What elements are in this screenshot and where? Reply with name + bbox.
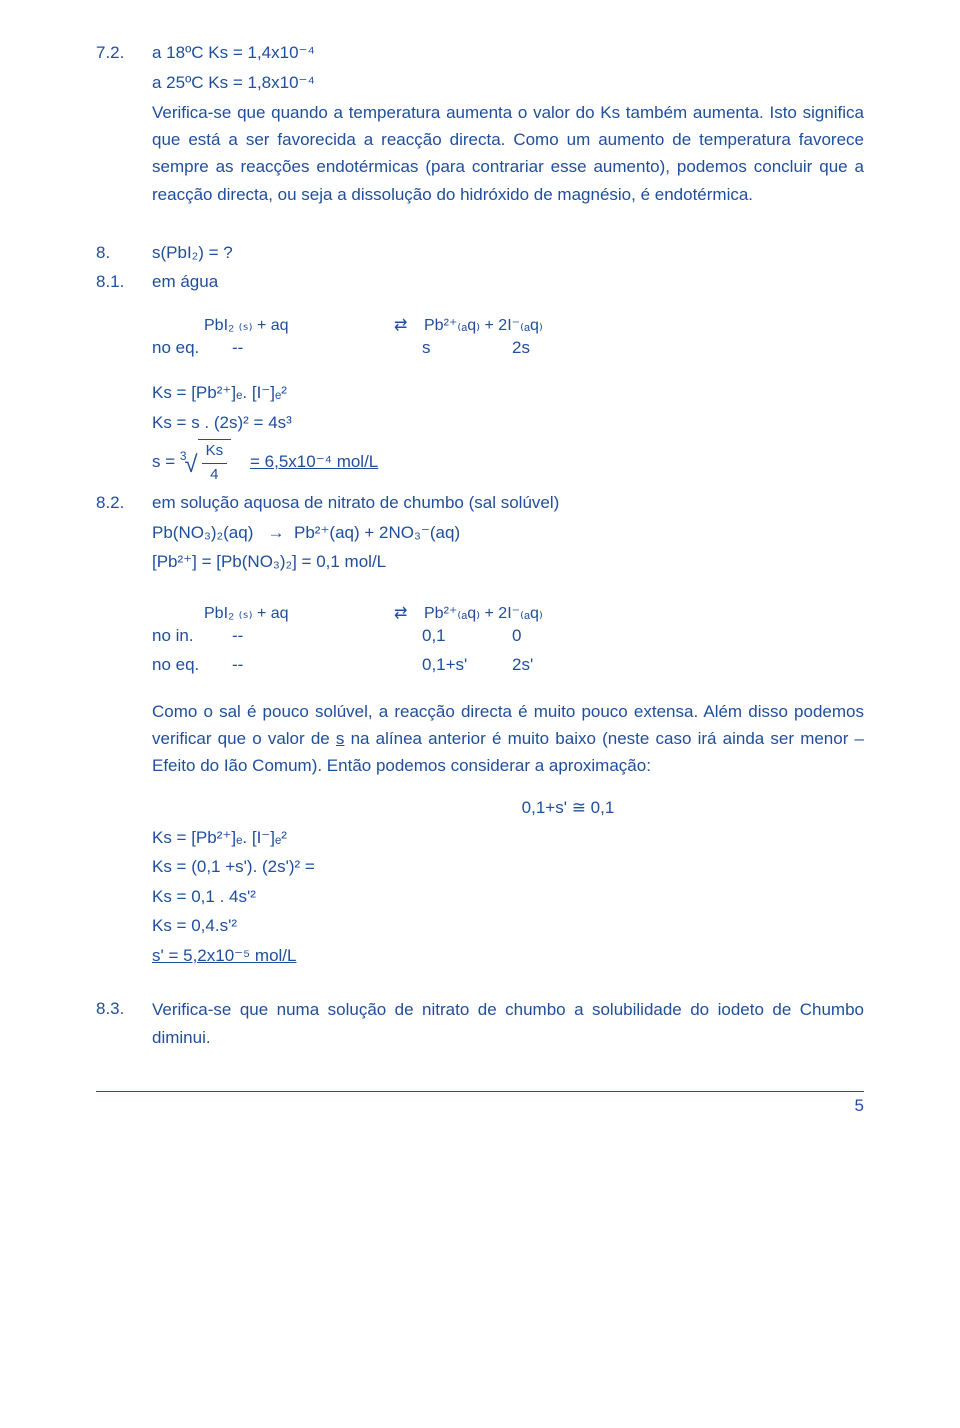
line: Ks = [Pb²⁺]ₑ. [I⁻]ₑ² bbox=[152, 380, 864, 406]
line: a 25ºC Ks = 1,8x10⁻⁴ bbox=[152, 70, 864, 96]
line: em solução aquosa de nitrato de chumbo (… bbox=[152, 490, 864, 516]
section-number: 8.2. bbox=[96, 490, 134, 968]
eq-arrow: ⇄ bbox=[394, 315, 424, 335]
line: Ks = [Pb²⁺]ₑ. [I⁻]ₑ² bbox=[152, 825, 864, 851]
line: Ks = s . (2s)² = 4s³ bbox=[152, 410, 864, 436]
eq-arrow: ⇄ bbox=[394, 603, 424, 623]
eq-left: Pb(NO₃)₂(aq) bbox=[152, 520, 253, 546]
line: Ks = 0,1 . 4s'² bbox=[152, 884, 864, 910]
line: s' = 5,2x10⁻⁵ mol/L bbox=[152, 943, 864, 969]
equation: PbI₂ ₍ₛ₎ + aq ⇄ Pb²⁺₍ₐq₎ + 2I⁻₍ₐq₎ bbox=[204, 603, 864, 623]
s-lhs: s = bbox=[152, 452, 175, 471]
cell: 0,1+s' bbox=[422, 652, 512, 678]
frac-den: 4 bbox=[202, 464, 228, 487]
section-number: 8. bbox=[96, 240, 134, 266]
line: a 18ºC Ks = 1,4x10⁻⁴ bbox=[152, 40, 864, 66]
paragraph: Como o sal é pouco solúvel, a reacção di… bbox=[152, 698, 864, 780]
cell: -- bbox=[232, 652, 422, 678]
eq-left: PbI₂ ₍ₛ₎ + aq bbox=[204, 315, 394, 335]
eq-left: PbI₂ ₍ₛ₎ + aq bbox=[204, 603, 394, 623]
cell: -- bbox=[232, 335, 422, 361]
section-number: 7.2. bbox=[96, 40, 134, 220]
page: 7.2. a 18ºC Ks = 1,4x10⁻⁴ a 25ºC Ks = 1,… bbox=[0, 0, 960, 1140]
cell: 2s' bbox=[512, 652, 572, 678]
table-row: no in. -- 0,1 0 bbox=[152, 623, 864, 649]
eq-right: Pb²⁺₍ₐq₎ + 2I⁻₍ₐq₎ bbox=[424, 315, 543, 335]
table-row: no eq. -- 0,1+s' 2s' bbox=[152, 652, 864, 678]
equation: Pb(NO₃)₂(aq) → Pb²⁺(aq) + 2NO₃⁻(aq) bbox=[152, 520, 864, 546]
text: 0,1+s' ≅ 0,1 bbox=[522, 798, 615, 817]
equation-root: s = 3 √ Ks 4 = 6,5x10⁻⁴ mol/L bbox=[152, 439, 864, 486]
line: Ks = 0,4.s'² bbox=[152, 913, 864, 939]
section-8-3: 8.3. Verifica-se que numa solução de nit… bbox=[96, 996, 864, 1066]
equation: PbI₂ ₍ₛ₎ + aq ⇄ Pb²⁺₍ₐq₎ + 2I⁻₍ₐq₎ bbox=[204, 315, 864, 335]
cell: -- bbox=[232, 623, 422, 649]
line: [Pb²⁺] = [Pb(NO₃)₂] = 0,1 mol/L bbox=[152, 549, 864, 575]
approx: 0,1+s' ≅ 0,1 bbox=[272, 795, 864, 821]
row-label: no eq. bbox=[152, 335, 232, 361]
section-7-2: 7.2. a 18ºC Ks = 1,4x10⁻⁴ a 25ºC Ks = 1,… bbox=[96, 40, 864, 224]
section-number: 8.1. bbox=[96, 269, 134, 486]
line: Ks = (0,1 +s'). (2s')² = bbox=[152, 854, 864, 880]
eq-right: Pb²⁺(aq) + 2NO₃⁻(aq) bbox=[294, 520, 460, 546]
section-8: 8. s(PbI₂) = ? bbox=[96, 240, 864, 270]
cell: s bbox=[422, 335, 512, 361]
arrow-icon: → bbox=[268, 520, 285, 546]
section-number: 8.3. bbox=[96, 996, 134, 1062]
row-label: no eq. bbox=[152, 652, 232, 678]
cell: 2s bbox=[512, 335, 572, 361]
row-label: no in. bbox=[152, 623, 232, 649]
frac-num: Ks bbox=[202, 440, 228, 464]
cell: 0 bbox=[512, 623, 572, 649]
paragraph: Verifica-se que quando a temperatura aum… bbox=[152, 99, 864, 208]
s-rhs: = 6,5x10⁻⁴ mol/L bbox=[250, 452, 378, 471]
cell: 0,1 bbox=[422, 623, 512, 649]
line: em água bbox=[152, 269, 864, 295]
table-row: no eq. -- s 2s bbox=[152, 335, 864, 361]
eq-right: Pb²⁺₍ₐq₎ + 2I⁻₍ₐq₎ bbox=[424, 603, 543, 623]
section-8-1: 8.1. em água PbI₂ ₍ₛ₎ + aq ⇄ Pb²⁺₍ₐq₎ + … bbox=[96, 269, 864, 490]
paragraph: Verifica-se que numa solução de nitrato … bbox=[152, 996, 864, 1050]
page-footer: 5 bbox=[96, 1091, 864, 1116]
page-number: 5 bbox=[855, 1096, 864, 1116]
line: s(PbI₂) = ? bbox=[152, 240, 233, 266]
section-8-2: 8.2. em solução aquosa de nitrato de chu… bbox=[96, 490, 864, 972]
cube-root: 3 √ Ks 4 bbox=[180, 439, 231, 486]
